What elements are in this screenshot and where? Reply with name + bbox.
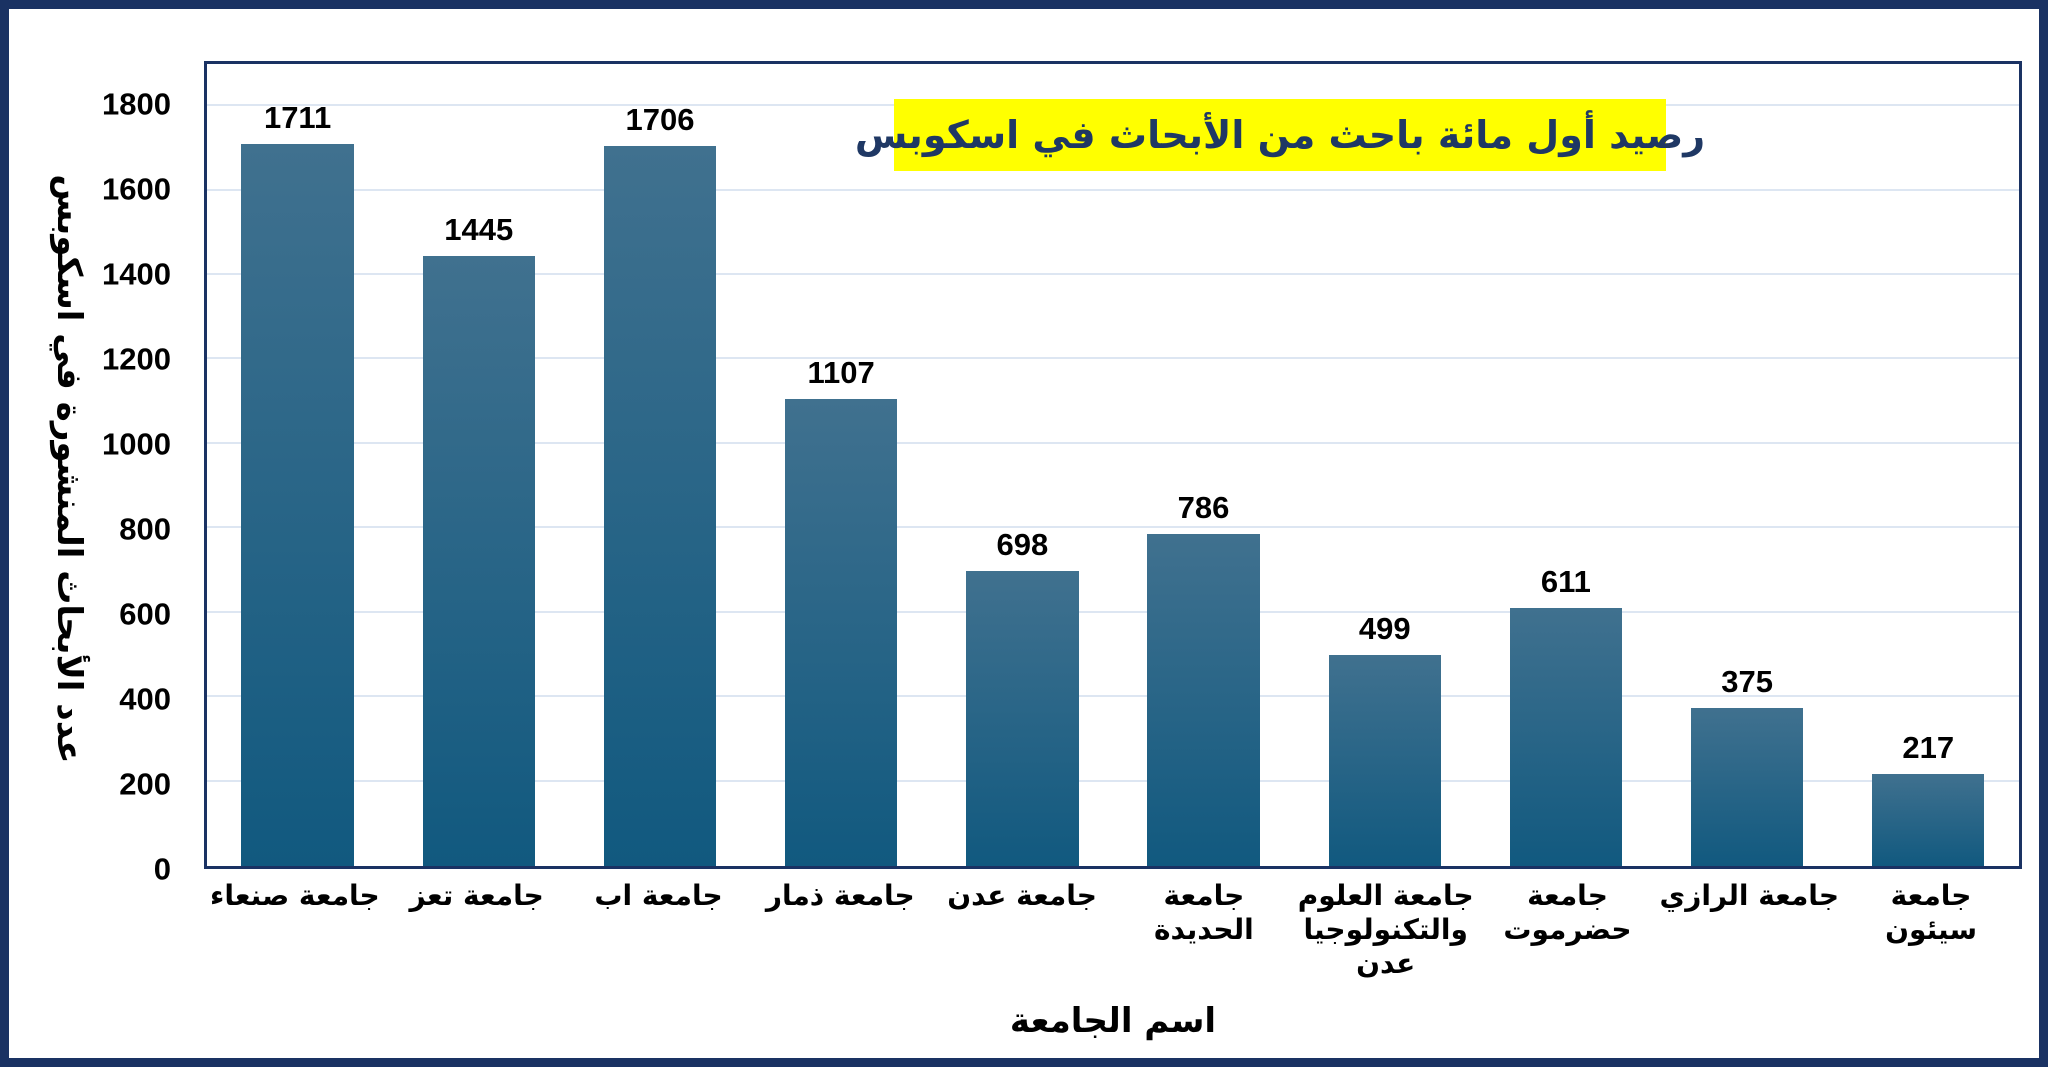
bar-group: 786 xyxy=(1113,64,1294,866)
x-category-label: جامعة الرازي xyxy=(1659,879,1840,912)
bar-group: 499 xyxy=(1294,64,1475,866)
bar-value-label: 375 xyxy=(1721,663,1773,699)
bar-value-label: 1706 xyxy=(625,101,695,137)
y-tick-label: 200 xyxy=(119,766,171,802)
y-tick-label: 1600 xyxy=(102,171,171,207)
gridline xyxy=(207,779,2019,782)
bars-layer: 1711 1445 1706 1107 698 786 499 611 375 217 xyxy=(207,64,2019,866)
x-category-label: جامعة ذمار xyxy=(765,879,915,912)
x-category-label: جامعة اب xyxy=(594,879,723,912)
x-category-label: جامعة العلوم والتكنولوجيا عدن xyxy=(1297,879,1474,981)
gridline xyxy=(207,526,2019,529)
bar-value-label: 1711 xyxy=(263,99,332,135)
bar-group: 1711 xyxy=(207,64,388,866)
bar-value-label: 1107 xyxy=(807,354,875,390)
bar-group: 375 xyxy=(1657,64,1838,866)
plot-area: 1711 1445 1706 1107 698 786 499 611 375 217 xyxy=(204,61,2022,869)
bar xyxy=(966,571,1079,866)
y-tick-label: 800 xyxy=(119,511,171,547)
bar xyxy=(422,256,535,866)
bar-value-label: 786 xyxy=(1177,490,1230,526)
bar xyxy=(1147,534,1260,866)
bar-group: 1706 xyxy=(569,64,750,866)
y-tick-label: 400 xyxy=(119,681,171,717)
bar-value-label: 611 xyxy=(1540,564,1591,600)
x-axis-labels: جامعة صنعاء جامعة تعز جامعة اب جامعة ذمار جا… xyxy=(204,879,2022,981)
gridline xyxy=(207,273,2019,276)
bar-group: 217 xyxy=(1838,64,2019,866)
bar xyxy=(1872,774,1985,866)
bar-value-label: 217 xyxy=(1902,730,1955,766)
bar-group: 1445 xyxy=(388,64,569,866)
bar xyxy=(1328,655,1441,866)
x-category-label: جامعة صنعاء xyxy=(210,879,380,912)
bar xyxy=(784,398,898,866)
bar-group: 1107 xyxy=(751,64,932,866)
y-axis-ticks: 0 200 400 600 800 1000 1200 1400 1600 1800 xyxy=(9,61,179,884)
y-tick-label: 1800 xyxy=(102,86,171,122)
x-category-label: جامعة حضرموت xyxy=(1503,879,1632,947)
bar-group: 611 xyxy=(1475,64,1656,866)
x-axis-title: اسم الجامعة xyxy=(1009,1001,1217,1041)
y-tick-label: 1000 xyxy=(102,426,171,462)
bar xyxy=(241,143,354,866)
y-tick-label: 1400 xyxy=(102,256,171,292)
x-category-label: جامعة عدن xyxy=(947,879,1097,912)
y-tick-label: 1200 xyxy=(102,341,171,377)
gridline xyxy=(207,188,2019,191)
gridline xyxy=(207,610,2019,613)
gridline xyxy=(207,357,2019,360)
bar-group: 698 xyxy=(932,64,1113,866)
gridline xyxy=(207,441,2019,444)
x-category-label: جامعة الحديدة xyxy=(1154,879,1254,947)
bar xyxy=(1690,707,1804,866)
bar-value-label: 1445 xyxy=(444,212,514,248)
gridline xyxy=(207,695,2019,698)
x-category-label: جامعة سيئون xyxy=(1885,879,1977,947)
bar-value-label: 698 xyxy=(996,527,1049,563)
y-tick-label: 600 xyxy=(119,596,171,632)
chart-title: رصيد أول مائة باحث من الأبحاث في اسكوبس xyxy=(855,99,1705,171)
y-tick-label: 0 xyxy=(153,851,171,887)
x-category-label: جامعة تعز xyxy=(409,879,544,912)
bar xyxy=(603,145,717,866)
bar xyxy=(1509,608,1623,866)
bar-value-label: 499 xyxy=(1358,611,1411,647)
